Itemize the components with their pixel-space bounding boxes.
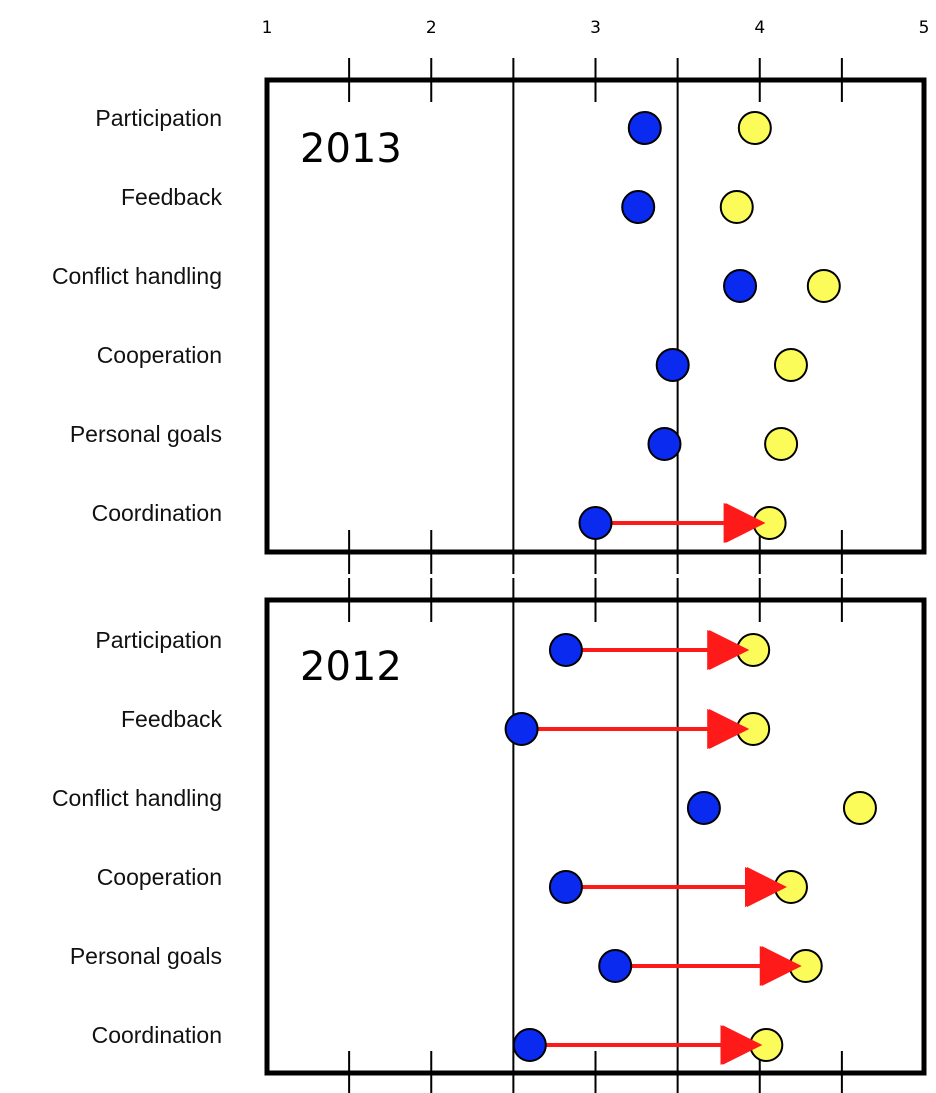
x-tick-label: 1 bbox=[262, 18, 273, 38]
blue-point bbox=[548, 633, 583, 667]
yellow-point bbox=[773, 348, 808, 382]
yellow-point bbox=[764, 427, 799, 461]
panel-2012: 2012 Participation Feedback Conflict handli… bbox=[52, 578, 927, 1093]
blue-point bbox=[598, 949, 633, 983]
yellow-point bbox=[773, 870, 808, 904]
blue-point bbox=[655, 348, 690, 382]
x-tick-label: 4 bbox=[754, 18, 765, 38]
x-tick-label: 5 bbox=[919, 18, 930, 38]
panels: 2013 Participation Feedback Conflict handli… bbox=[52, 58, 927, 1093]
category-label: Conflict handling bbox=[52, 263, 222, 289]
category-label: Personal goals bbox=[70, 421, 222, 447]
panel-2013: 2013 Participation Feedback Conflict handli… bbox=[52, 58, 927, 574]
yellow-point bbox=[737, 111, 772, 145]
yellow-point bbox=[749, 1028, 784, 1062]
category-label: Conflict handling bbox=[52, 785, 222, 811]
yellow-point bbox=[736, 633, 771, 667]
yellow-point bbox=[752, 506, 787, 540]
x-axis-top: 1 2 3 4 5 bbox=[262, 18, 930, 38]
blue-point bbox=[647, 427, 682, 461]
x-tick-label: 3 bbox=[590, 18, 601, 38]
blue-point bbox=[512, 1028, 547, 1062]
blue-point bbox=[686, 791, 721, 825]
blue-point bbox=[504, 712, 539, 746]
blue-point bbox=[578, 506, 613, 540]
category-label: Feedback bbox=[121, 184, 223, 210]
yellow-point bbox=[806, 269, 841, 303]
category-label: Personal goals bbox=[70, 943, 222, 969]
panel-title: 2013 bbox=[300, 126, 402, 172]
category-label: Cooperation bbox=[97, 342, 222, 368]
blue-point bbox=[621, 190, 656, 224]
category-label: Coordination bbox=[92, 500, 222, 526]
x-tick-label: 2 bbox=[426, 18, 437, 38]
blue-point bbox=[627, 111, 662, 145]
yellow-point bbox=[719, 190, 754, 224]
blue-point bbox=[548, 870, 583, 904]
category-label: Participation bbox=[95, 627, 222, 653]
blue-point bbox=[723, 269, 758, 303]
panel-title: 2012 bbox=[300, 644, 402, 690]
category-label: Cooperation bbox=[97, 864, 222, 890]
yellow-point bbox=[842, 791, 877, 825]
category-label: Coordination bbox=[92, 1022, 222, 1048]
category-label: Participation bbox=[95, 105, 222, 131]
yellow-point bbox=[736, 712, 771, 746]
yellow-point bbox=[788, 949, 823, 983]
category-label: Feedback bbox=[121, 706, 223, 732]
